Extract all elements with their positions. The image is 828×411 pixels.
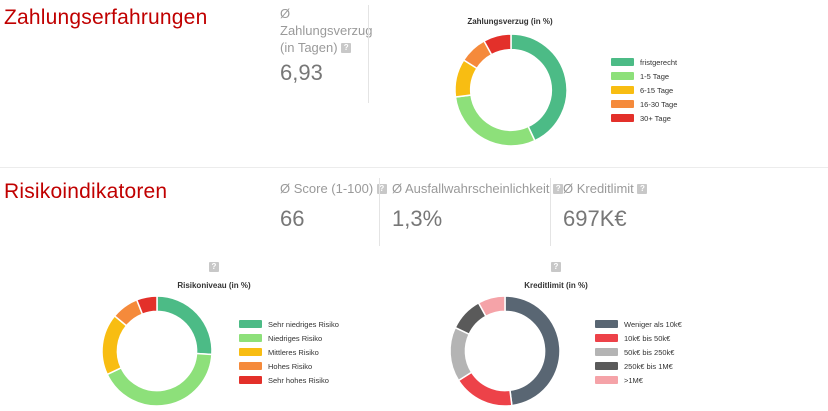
legend-label: 1-5 Tage xyxy=(640,71,670,81)
payment-delay-donut xyxy=(454,33,568,147)
legend-item-mittleres-risiko[interactable]: Mittleres Risiko xyxy=(239,345,339,359)
legend-swatch xyxy=(595,320,618,328)
legend-label: >1M€ xyxy=(624,375,643,385)
donut-slice-50keur-bis-250keur[interactable] xyxy=(449,326,473,382)
help-icon[interactable]: ? xyxy=(341,43,352,53)
legend-swatch xyxy=(611,72,634,80)
legend-item-16-30-tage[interactable]: 16-30 Tage xyxy=(611,97,677,111)
donut-slice-sehr-hohes-risiko[interactable] xyxy=(135,295,158,316)
legend-item-6-15-tage[interactable]: 6-15 Tage xyxy=(611,83,677,97)
payment-metric-label-line-2: Zahlungsverzug xyxy=(280,23,373,38)
legend-label: Niedriges Risiko xyxy=(268,333,323,343)
legend-label: 16-30 Tage xyxy=(640,99,678,109)
help-icon[interactable]: ? xyxy=(209,262,219,272)
legend-swatch xyxy=(611,58,634,66)
default-probability-value: 1,3% xyxy=(392,206,443,231)
donut-slice-niedriges-risiko[interactable] xyxy=(106,352,213,407)
legend-label: Weniger als 10k€ xyxy=(624,319,682,329)
help-icon[interactable]: ? xyxy=(637,184,648,194)
legend-item-weniger-als-10keur[interactable]: Weniger als 10k€ xyxy=(595,317,682,331)
legend-swatch xyxy=(239,376,262,384)
legend-swatch xyxy=(595,334,618,342)
credit-limit-donut xyxy=(449,295,561,407)
vertical-divider xyxy=(379,178,380,246)
help-icon[interactable]: ? xyxy=(553,184,564,194)
payment-metric-label-line-3: (in Tagen) xyxy=(280,40,338,55)
donut-slice-mittleres-risiko[interactable] xyxy=(101,314,128,376)
legend-swatch xyxy=(239,362,262,370)
donut-slice-1-5-tage[interactable] xyxy=(454,94,536,147)
donut-slice-weniger-als-10keur[interactable] xyxy=(504,295,561,407)
payment-metric-value: 6,93 xyxy=(280,60,323,85)
legend-label: 50k€ bis 250k€ xyxy=(624,347,675,357)
default-probability-label: Ø Ausfallwahrscheinlichkeit xyxy=(392,181,550,196)
score-metric-label: Ø Score (1-100) xyxy=(280,181,374,196)
legend-item-1-5-tage[interactable]: 1-5 Tage xyxy=(611,69,677,83)
vertical-divider xyxy=(368,5,369,103)
credit-limit-legend: Weniger als 10k€ 10k€ bis 50k€ 50k€ bis 25… xyxy=(595,317,682,387)
default-probability-label-wrap: Ø Ausfallwahrscheinlichkeit ? xyxy=(392,180,564,197)
legend-item-30-tage[interactable]: 30+ Tage xyxy=(611,111,677,125)
risk-level-legend: Sehr niedriges Risiko Niedriges Risiko Mit… xyxy=(239,317,339,387)
score-metric-value: 66 xyxy=(280,206,305,231)
donut-slice-gt1meur[interactable] xyxy=(477,295,506,318)
credit-limit-label-wrap: Ø Kreditlimit ? xyxy=(563,180,648,197)
legend-item-niedriges-risiko[interactable]: Niedriges Risiko xyxy=(239,331,339,345)
payment-section-title: Zahlungserfahrungen xyxy=(4,6,208,29)
legend-item-250keur-bis-1meur[interactable]: 250k€ bis 1M€ xyxy=(595,359,682,373)
legend-label: 10k€ bis 50k€ xyxy=(624,333,671,343)
legend-item-hohes-risiko[interactable]: Hohes Risiko xyxy=(239,359,339,373)
section-divider xyxy=(0,167,828,168)
donut-slice-30-tage[interactable] xyxy=(483,33,512,56)
legend-label: Sehr hohes Risiko xyxy=(268,375,329,385)
legend-label: Sehr niedriges Risiko xyxy=(268,319,339,329)
legend-label: 30+ Tage xyxy=(640,113,671,123)
legend-swatch xyxy=(611,86,634,94)
legend-label: Mittleres Risiko xyxy=(268,347,319,357)
donut-slice-fristgerecht[interactable] xyxy=(510,33,568,142)
legend-swatch xyxy=(239,348,262,356)
payment-metric-label-line-3-wrap: (in Tagen) ? xyxy=(280,39,373,56)
legend-label: 250k€ bis 1M€ xyxy=(624,361,673,371)
legend-swatch xyxy=(595,362,618,370)
legend-swatch xyxy=(239,320,262,328)
legend-swatch xyxy=(595,348,618,356)
legend-item-10keur-bis-50keur[interactable]: 10k€ bis 50k€ xyxy=(595,331,682,345)
legend-item-50keur-bis-250keur[interactable]: 50k€ bis 250k€ xyxy=(595,345,682,359)
score-metric-label-wrap: Ø Score (1-100) ? xyxy=(280,180,387,197)
legend-label: 6-15 Tage xyxy=(640,85,674,95)
legend-swatch xyxy=(595,376,618,384)
risk-level-donut xyxy=(101,295,213,407)
legend-item-fristgerecht[interactable]: fristgerecht xyxy=(611,55,677,69)
donut-slice-sehr-niedriges-risiko[interactable] xyxy=(156,295,213,356)
legend-swatch xyxy=(239,334,262,342)
legend-swatch xyxy=(611,114,634,122)
legend-swatch xyxy=(611,100,634,108)
legend-item-gt1meur[interactable]: >1M€ xyxy=(595,373,682,387)
legend-label: Hohes Risiko xyxy=(268,361,313,371)
legend-label: fristgerecht xyxy=(640,57,678,67)
payment-metric-label-line-1: Ø xyxy=(280,6,291,21)
legend-item-sehr-niedriges-risiko[interactable]: Sehr niedriges Risiko xyxy=(239,317,339,331)
vertical-divider xyxy=(550,178,551,246)
chart-title: Zahlungsverzug (in %) xyxy=(467,17,553,26)
help-icon[interactable]: ? xyxy=(551,262,561,272)
chart-title: Kreditlimit (in %) xyxy=(524,281,588,290)
donut-slice-10keur-bis-50keur[interactable] xyxy=(457,371,513,407)
help-icon[interactable]: ? xyxy=(376,184,387,194)
payment-delay-legend: fristgerecht 1-5 Tage 6-15 Tage 16-30 Tage 3… xyxy=(611,55,677,125)
legend-item-sehr-hohes-risiko[interactable]: Sehr hohes Risiko xyxy=(239,373,339,387)
risk-section-title: Risikoindikatoren xyxy=(4,180,168,203)
payment-metric-label: Ø Zahlungsverzug (in Tagen) ? xyxy=(280,5,373,56)
credit-limit-value: 697K€ xyxy=(563,206,627,231)
credit-limit-label: Ø Kreditlimit xyxy=(563,181,634,196)
chart-title: Risikoniveau (in %) xyxy=(177,281,251,290)
